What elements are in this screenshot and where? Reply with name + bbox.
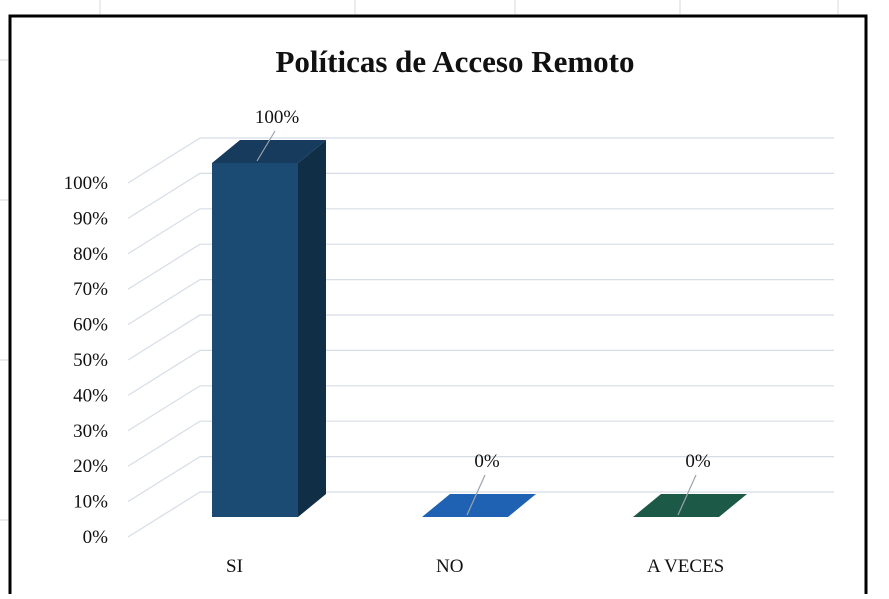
bar-flat-no [422,494,536,517]
y-axis-ticks: 0% 10% 20% 30% 40% 50% 60% 70% 80% 90% 100% [64,173,109,548]
gridline [127,385,834,432]
gridline [127,137,834,184]
y-tick-label: 100% [64,173,109,194]
y-tick-label: 40% [73,385,108,406]
data-labels: 100% 0% 0% [255,107,711,516]
y-tick-label: 50% [73,350,108,371]
y-tick-label: 20% [73,456,108,477]
bar-top-si [212,140,326,163]
gridline [127,172,834,219]
data-label: 100% [255,107,300,128]
data-label: 0% [685,451,711,472]
data-label-leader [677,474,697,516]
y-tick-label: 30% [73,421,108,442]
chart-title: Políticas de Acceso Remoto [276,44,635,79]
gridlines [127,137,834,538]
x-tick-label: NO [436,556,463,577]
chart-frame [8,14,868,594]
data-label: 0% [474,451,500,472]
gridline [127,349,834,396]
bars [212,140,747,517]
gridline [127,456,834,503]
bar-front-si [212,163,298,517]
y-tick-label: 0% [83,527,109,548]
y-tick-label: 70% [73,279,108,300]
gridline [127,314,834,361]
y-tick-label: 60% [73,315,108,336]
gridline [127,491,834,538]
gridline [127,208,834,255]
x-axis-ticks: SI NO A VECES [226,556,724,577]
bar-flat-a-veces [633,494,747,517]
sheet-background [0,0,839,521]
gridline [127,279,834,326]
y-tick-label: 90% [73,208,108,229]
y-tick-label: 10% [73,492,108,513]
x-tick-label: A VECES [647,556,724,577]
bar-side-si [298,140,326,517]
y-tick-label: 80% [73,244,108,265]
gridline [127,243,834,290]
x-tick-label: SI [226,556,243,577]
data-label-leader [466,474,486,516]
gridline [127,420,834,467]
data-label-leader [256,130,276,162]
